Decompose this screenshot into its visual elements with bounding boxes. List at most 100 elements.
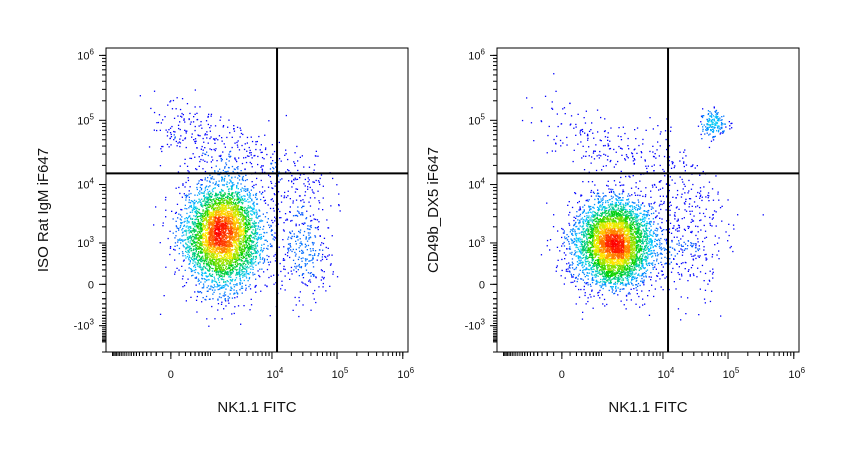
event-dot (219, 155, 222, 158)
event-dot (244, 268, 246, 270)
event-dot (238, 219, 240, 221)
event-dot (185, 194, 188, 196)
event-dot (216, 243, 218, 245)
event-dot (238, 157, 240, 159)
event-dot (196, 256, 198, 258)
event-dot (167, 237, 169, 240)
event-dot (261, 186, 264, 188)
event-dot (235, 239, 237, 241)
event-dot (241, 282, 243, 284)
event-dot (301, 249, 303, 252)
event-dot (236, 250, 238, 252)
event-dot (240, 199, 242, 202)
event-dot (225, 268, 228, 271)
event-dot (254, 222, 256, 225)
event-dot (283, 222, 285, 224)
event-dot (268, 224, 270, 226)
event-dot (209, 230, 211, 232)
event-dot (213, 219, 215, 221)
event-dot (245, 218, 247, 220)
event-dot (216, 250, 218, 252)
event-dot (215, 249, 217, 251)
event-dot (295, 178, 297, 181)
event-dot (207, 285, 210, 287)
event-dot (240, 208, 243, 210)
event-dot (248, 235, 250, 237)
event-dot (219, 197, 222, 200)
event-dot (256, 203, 258, 205)
event-dot (255, 235, 257, 238)
event-dot (198, 242, 200, 244)
event-dot (271, 198, 273, 200)
event-dot (272, 200, 274, 202)
event-dot (220, 252, 222, 255)
event-dot (205, 244, 207, 246)
event-dot (212, 159, 214, 161)
event-dot (217, 227, 219, 229)
event-dot (210, 212, 212, 214)
event-dot (262, 165, 264, 167)
event-dot (224, 233, 227, 235)
event-dot (234, 297, 236, 299)
event-dot (243, 215, 245, 218)
event-dot (264, 148, 267, 151)
event-dot (182, 227, 184, 230)
event-dot (195, 277, 197, 279)
event-dot (212, 263, 215, 265)
event-dot (242, 199, 244, 202)
event-dot (221, 209, 224, 211)
event-dot (179, 108, 182, 111)
event-dot (223, 180, 225, 182)
event-dot (270, 156, 272, 159)
event-dot (226, 262, 229, 264)
event-dot (229, 252, 231, 254)
event-dot (199, 243, 201, 245)
event-dot (202, 149, 204, 151)
event-dot (218, 285, 221, 287)
event-dot (208, 221, 210, 223)
event-dot (243, 273, 245, 275)
event-dot (271, 229, 273, 231)
event-dot (216, 265, 218, 268)
event-dot (240, 263, 242, 265)
event-dot (183, 193, 185, 195)
event-dot (195, 248, 197, 250)
event-dot (215, 228, 218, 230)
event-dot (235, 243, 238, 246)
event-dot (251, 231, 253, 233)
event-dot (240, 170, 242, 172)
event-dot (198, 228, 200, 230)
event-dot (255, 222, 258, 224)
event-dot (236, 202, 239, 204)
event-dot (226, 259, 229, 261)
event-dot (231, 258, 233, 260)
event-dot (232, 258, 234, 260)
event-dot (293, 233, 295, 235)
event-dot (283, 259, 286, 261)
event-dot (178, 213, 180, 215)
event-dot (316, 227, 319, 229)
event-dot (255, 291, 257, 293)
event-dot (164, 116, 166, 118)
event-dot (210, 239, 212, 241)
event-dot (242, 248, 244, 250)
event-dot (304, 258, 307, 260)
event-dot (211, 224, 213, 226)
event-dot (163, 295, 165, 297)
event-dot (184, 138, 186, 140)
event-dot (227, 225, 229, 228)
event-dot (230, 210, 233, 212)
event-dot (183, 234, 185, 236)
event-dot (214, 214, 216, 216)
event-dot (220, 208, 222, 210)
event-dot (214, 278, 216, 280)
event-dot (234, 268, 236, 270)
event-dot (209, 261, 211, 263)
event-dot (205, 200, 207, 202)
event-dot (205, 186, 207, 188)
event-dot (236, 244, 238, 247)
event-dot (254, 229, 257, 231)
event-dot (228, 256, 230, 258)
event-dot (212, 243, 214, 245)
